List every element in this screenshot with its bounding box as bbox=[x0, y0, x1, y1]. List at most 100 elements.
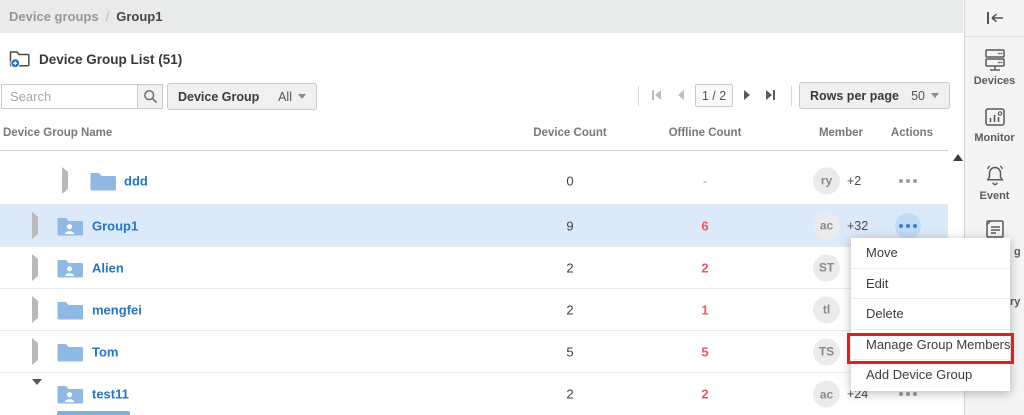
filter-value: All bbox=[278, 89, 292, 104]
expand-toggle[interactable] bbox=[32, 295, 38, 323]
expand-toggle[interactable] bbox=[32, 337, 38, 365]
group-folder-icon bbox=[57, 217, 83, 235]
next-page-button[interactable] bbox=[742, 88, 752, 102]
group-name-link[interactable]: Tom bbox=[92, 344, 119, 359]
previous-page-button[interactable] bbox=[676, 88, 686, 102]
chevron-right-icon bbox=[32, 253, 38, 281]
search-button[interactable] bbox=[137, 85, 162, 108]
table-row: test11 2 2 ac +24 bbox=[0, 373, 948, 415]
chevron-down-icon bbox=[32, 379, 42, 402]
sidebar-item-monitor[interactable]: Monitor bbox=[965, 106, 1024, 144]
column-header-name: Device Group Name bbox=[3, 127, 113, 139]
group-name-link[interactable]: test11 bbox=[92, 386, 129, 402]
menu-item-manage-group-members[interactable]: Manage Group Members bbox=[851, 329, 1011, 360]
member-avatar[interactable]: ry bbox=[813, 167, 840, 194]
page-title: Device Group List (51) bbox=[39, 51, 183, 67]
row-context-menu: Move Edit Delete Manage Group Members Ad… bbox=[851, 238, 1011, 391]
member-avatar[interactable]: TS bbox=[813, 338, 840, 365]
expand-toggle[interactable] bbox=[32, 211, 38, 239]
member-avatar[interactable]: tl bbox=[813, 296, 840, 323]
scroll-up-arrow[interactable] bbox=[953, 154, 963, 161]
divider bbox=[638, 86, 639, 106]
menu-item-delete[interactable]: Delete bbox=[851, 299, 1010, 330]
next-page-icon bbox=[744, 90, 750, 100]
table-row: Tom 5 5 TS bbox=[0, 331, 948, 373]
group-name-link[interactable]: Alien bbox=[92, 260, 124, 275]
member-avatar[interactable]: ST bbox=[813, 254, 840, 281]
member-avatar[interactable]: ac bbox=[813, 380, 840, 408]
expand-toggle[interactable] bbox=[62, 166, 68, 194]
breadcrumb-device-groups[interactable]: Device groups bbox=[9, 9, 99, 24]
group-folder-icon bbox=[57, 259, 83, 277]
device-count: 5 bbox=[566, 344, 574, 359]
divider bbox=[791, 86, 792, 106]
group-name-link[interactable]: mengfei bbox=[92, 302, 142, 317]
breadcrumb: Device groups / Group1 bbox=[0, 0, 963, 33]
breadcrumb-separator: / bbox=[105, 9, 110, 24]
first-page-icon-arrow bbox=[655, 90, 661, 100]
first-page-button[interactable] bbox=[650, 88, 663, 102]
sidebar-item-partial-label: g bbox=[1014, 246, 1021, 258]
column-header-member: Member bbox=[818, 127, 864, 139]
device-count: 0 bbox=[566, 173, 574, 188]
sidebar-item-label: Devices bbox=[973, 75, 1016, 87]
rows-per-page-label: Rows per page bbox=[810, 88, 899, 103]
ellipsis-icon bbox=[899, 392, 917, 396]
divider bbox=[0, 150, 948, 151]
sidebar-item-partial-label: ry bbox=[1010, 296, 1021, 308]
row-actions-button[interactable] bbox=[882, 392, 934, 396]
last-page-button[interactable] bbox=[764, 88, 777, 102]
menu-item-move[interactable]: Move bbox=[851, 238, 1010, 269]
search-input[interactable] bbox=[2, 85, 137, 108]
devices-icon bbox=[984, 49, 1005, 71]
previous-page-icon bbox=[678, 90, 684, 100]
folder-icon bbox=[57, 301, 83, 319]
offline-count: 5 bbox=[701, 344, 709, 359]
device-count: 2 bbox=[566, 260, 574, 275]
sidebar-item-event[interactable]: Event bbox=[965, 163, 1024, 202]
collapse-sidebar-button[interactable] bbox=[965, 0, 1024, 37]
member-extra-count: +24 bbox=[847, 387, 869, 401]
sidebar-item-partially-hidden-1[interactable] bbox=[965, 219, 1024, 239]
filter-value-wrap: All bbox=[278, 90, 306, 104]
search-box bbox=[1, 84, 163, 109]
column-header-actions: Actions bbox=[890, 127, 934, 139]
ellipsis-icon bbox=[899, 178, 917, 183]
filter-label: Device Group bbox=[178, 89, 260, 104]
menu-item-add-device-group[interactable]: Add Device Group bbox=[851, 360, 1010, 391]
chevron-right-icon bbox=[32, 295, 38, 323]
collapse-toggle[interactable] bbox=[32, 379, 42, 403]
offline-count: 6 bbox=[701, 218, 709, 233]
chevron-right-icon bbox=[62, 166, 68, 194]
menu-item-edit[interactable]: Edit bbox=[851, 268, 1010, 299]
collapse-panel-icon bbox=[986, 12, 1003, 24]
rows-per-page-select[interactable]: Rows per page 50 bbox=[799, 82, 950, 109]
column-header-device-count: Device Count bbox=[533, 127, 607, 139]
page-indicator: 1 / 2 bbox=[695, 84, 733, 107]
group-name-link[interactable]: ddd bbox=[124, 173, 148, 188]
first-page-icon bbox=[652, 90, 654, 100]
table-row: ddd 0 - ry +2 bbox=[0, 157, 948, 205]
member-extra-count: +32 bbox=[847, 218, 869, 233]
expand-toggle[interactable] bbox=[32, 253, 38, 281]
offline-count: 2 bbox=[701, 386, 709, 402]
row-actions-button[interactable] bbox=[895, 212, 921, 239]
folder-icon bbox=[57, 343, 83, 361]
partial-row-sliver bbox=[57, 411, 130, 415]
offline-count: 2 bbox=[701, 260, 709, 275]
device-count: 2 bbox=[566, 386, 574, 402]
row-actions-button[interactable] bbox=[882, 178, 934, 183]
chevron-right-icon bbox=[32, 337, 38, 365]
last-page-icon bbox=[766, 90, 772, 100]
group-folder-icon bbox=[57, 386, 83, 404]
group-name-link[interactable]: Group1 bbox=[92, 218, 139, 233]
bell-icon bbox=[985, 165, 1004, 186]
table-row: Group1 9 6 ac +32 bbox=[0, 205, 948, 247]
device-group-filter[interactable]: Device Group All bbox=[167, 83, 317, 110]
column-header-offline-count: Offline Count bbox=[668, 127, 742, 139]
device-count: 2 bbox=[566, 302, 574, 317]
sidebar-item-devices[interactable]: Devices bbox=[965, 48, 1024, 87]
breadcrumb-current: Group1 bbox=[116, 9, 163, 24]
member-avatar[interactable]: ac bbox=[813, 212, 840, 239]
